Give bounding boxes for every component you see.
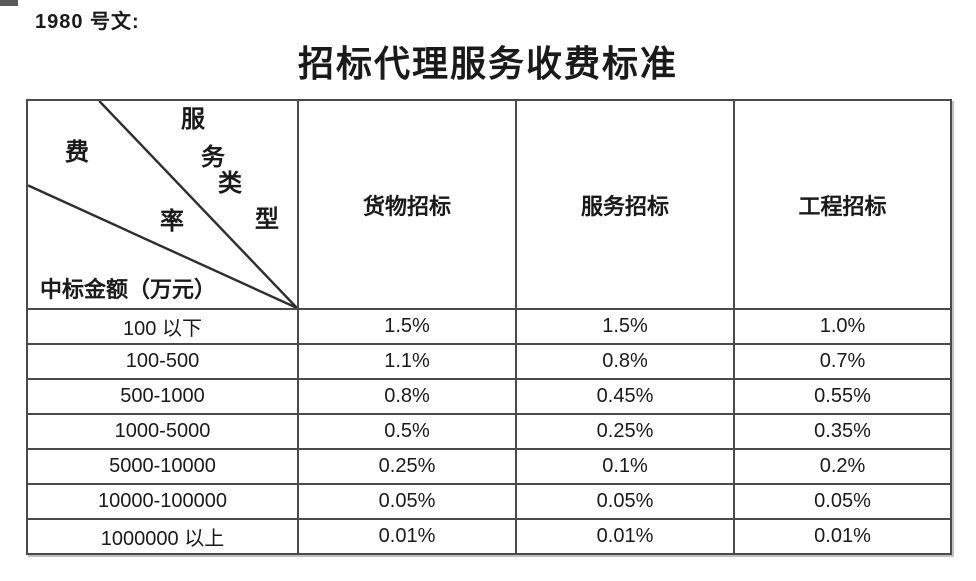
document-title: 招标代理服务收费标准	[297, 44, 678, 84]
rate-cell: 0.01%	[733, 518, 952, 555]
table-row: 100-500 1.1% 0.8% 0.7%	[26, 343, 952, 380]
diagonal-lines-graphic	[29, 102, 296, 307]
rate-cell: 0.25%	[297, 448, 517, 485]
diagonal-line-lower	[29, 184, 296, 307]
rate-cell: 0.05%	[297, 483, 517, 520]
amount-axis-label: 中标金额（万元）	[40, 277, 217, 302]
row-range-cell: 100-500	[26, 343, 299, 380]
rate-cell: 0.8%	[297, 378, 517, 415]
rate-cell: 0.05%	[515, 483, 735, 520]
column-header-services: 服务招标	[515, 99, 735, 310]
table-row: 500-1000 0.8% 0.45% 0.55%	[26, 378, 952, 415]
column-header-goods: 货物招标	[297, 99, 517, 310]
rate-cell: 0.05%	[733, 483, 952, 520]
row-range-cell: 100 以下	[26, 308, 299, 345]
service-type-char-1: 服	[181, 107, 205, 133]
rate-cell: 0.55%	[733, 378, 952, 415]
row-range-cell: 5000-10000	[26, 448, 299, 485]
row-range-cell: 500-1000	[26, 378, 299, 415]
service-type-char-2: 务	[201, 145, 225, 171]
table-row: 1000-5000 0.5% 0.25% 0.35%	[26, 413, 952, 450]
table-row: 100 以下 1.5% 1.5% 1.0%	[26, 308, 952, 345]
fee-table: 费 率 服 务 类 型 中标金额（万元） 货物招标 服务招标 工程招标 100 …	[26, 99, 952, 555]
rate-cell: 0.35%	[733, 413, 952, 450]
rate-cell: 0.45%	[515, 378, 735, 415]
table-header-row: 费 率 服 务 类 型 中标金额（万元） 货物招标 服务招标 工程招标	[26, 99, 952, 310]
rate-cell: 0.5%	[297, 413, 517, 450]
rate-cell: 0.01%	[515, 518, 735, 555]
table-row: 1000000 以上 0.01% 0.01% 0.01%	[26, 518, 952, 555]
rate-cell: 0.1%	[515, 448, 735, 485]
column-header-works: 工程招标	[733, 99, 952, 310]
table-row: 10000-100000 0.05% 0.05% 0.05%	[26, 483, 952, 520]
row-range-cell: 1000-5000	[26, 413, 299, 450]
service-type-char-3: 类	[218, 171, 242, 197]
rate-cell: 1.0%	[733, 308, 952, 345]
rate-cell: 0.25%	[515, 413, 735, 450]
row-range-cell: 10000-100000	[26, 483, 299, 520]
corner-cell: 费 率 服 务 类 型 中标金额（万元）	[26, 99, 299, 310]
rate-cell: 1.1%	[297, 343, 517, 380]
rate-cell: 0.2%	[733, 448, 952, 485]
screen-edge-artifact	[0, 0, 18, 6]
fee-rate-char-1: 费	[65, 140, 89, 166]
rate-cell: 0.01%	[297, 518, 517, 555]
service-type-char-4: 型	[255, 207, 279, 233]
diagonal-line-upper	[98, 102, 296, 307]
rate-cell: 1.5%	[297, 308, 517, 345]
table-row: 5000-10000 0.25% 0.1% 0.2%	[26, 448, 952, 485]
row-range-cell: 1000000 以上	[26, 518, 299, 555]
doc-reference: 1980 号文:	[35, 11, 140, 33]
fee-rate-char-2: 率	[160, 209, 184, 235]
rate-cell: 0.7%	[733, 343, 952, 380]
rate-cell: 0.8%	[515, 343, 735, 380]
rate-cell: 1.5%	[515, 308, 735, 345]
